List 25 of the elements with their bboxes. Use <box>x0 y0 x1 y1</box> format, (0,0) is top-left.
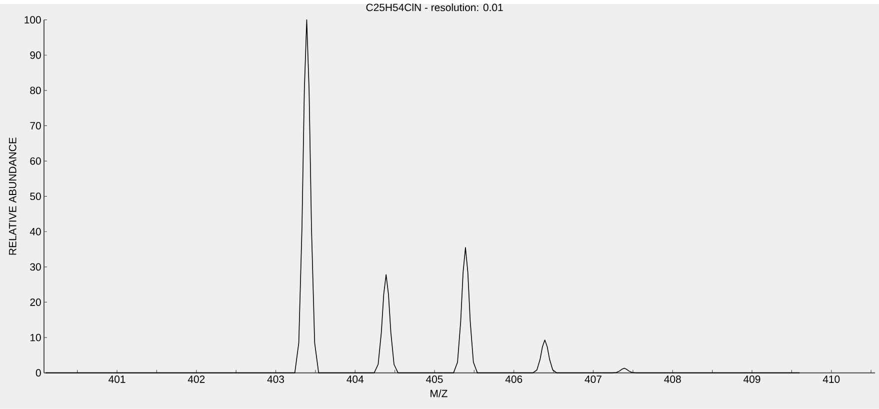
y-tick-label: 60 <box>30 157 41 165</box>
y-tick-label: 100 <box>24 16 41 24</box>
y-axis-title: RELATIVE ABUNDANCE <box>8 138 16 255</box>
x-tick-label: 406 <box>505 376 522 384</box>
x-tick-label: 401 <box>108 376 126 384</box>
x-tick-label: 403 <box>267 376 284 384</box>
y-tick-label: 0 <box>36 369 41 377</box>
y-tick-label: 40 <box>30 228 41 236</box>
y-tick-label: 50 <box>30 192 41 200</box>
x-axis-title: M/Z <box>430 390 448 398</box>
line-series <box>45 20 800 374</box>
x-tick-label: 408 <box>664 376 681 384</box>
x-tick-label: 405 <box>426 376 443 384</box>
y-tick-label: 30 <box>30 263 41 271</box>
y-tick-label: 20 <box>30 298 41 306</box>
x-tick-label: 404 <box>346 376 364 384</box>
y-tick-label: 90 <box>30 52 41 59</box>
x-tick-label: 410 <box>822 376 840 384</box>
x-tick-label: 407 <box>584 376 602 384</box>
x-tick-label: 409 <box>743 376 760 384</box>
x-tick-label: 402 <box>188 376 205 384</box>
y-tick-label: 70 <box>30 122 41 130</box>
chart-title: C25H54ClN - resolution: 0.01 <box>366 4 503 12</box>
y-tick-label: 80 <box>30 86 41 94</box>
y-tick-label: 10 <box>30 334 41 342</box>
